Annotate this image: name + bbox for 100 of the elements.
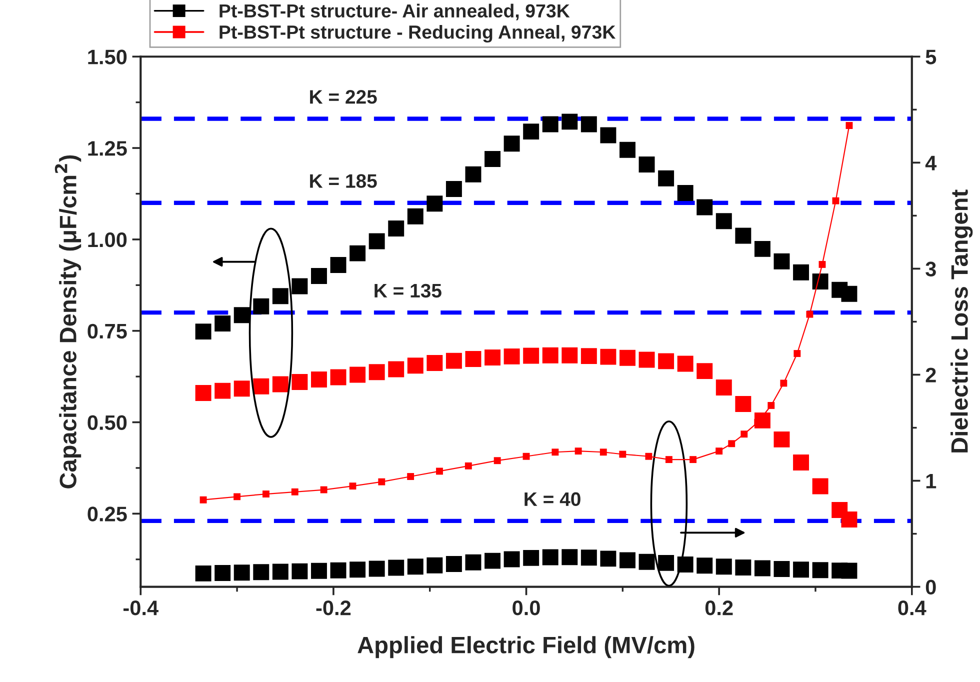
point xyxy=(446,352,462,369)
legend-label: Pt-BST-Pt structure - Reducing Anneal, 973K xyxy=(220,24,616,43)
point xyxy=(793,264,810,280)
point xyxy=(600,550,616,567)
point xyxy=(465,166,482,182)
point xyxy=(436,468,443,475)
x-tick-label: -0.2 xyxy=(316,600,351,616)
point xyxy=(426,355,443,372)
point xyxy=(645,452,652,460)
point xyxy=(552,448,559,456)
point xyxy=(812,478,828,494)
point xyxy=(253,298,270,314)
point xyxy=(562,347,578,364)
point xyxy=(658,554,674,571)
x-tick-label: -0.4 xyxy=(123,600,158,616)
point xyxy=(234,307,250,324)
y-tick-label: 0.75 xyxy=(88,324,127,339)
y2-tick-label: 2 xyxy=(926,368,936,382)
point xyxy=(349,482,356,490)
point xyxy=(806,310,814,318)
point xyxy=(446,556,462,572)
point xyxy=(465,554,482,570)
point xyxy=(620,552,636,568)
point xyxy=(774,560,790,577)
y2-tick-label: 5 xyxy=(926,50,936,64)
point xyxy=(195,385,212,401)
point xyxy=(812,562,828,578)
point xyxy=(580,116,597,132)
point xyxy=(696,558,713,574)
point xyxy=(484,552,501,569)
point xyxy=(407,358,424,374)
point xyxy=(677,556,694,573)
point xyxy=(407,208,424,224)
point xyxy=(350,366,366,383)
x-tick-label: 0.2 xyxy=(705,600,733,616)
point xyxy=(368,364,385,380)
point xyxy=(600,448,607,456)
point xyxy=(262,490,270,498)
point xyxy=(658,170,674,186)
point xyxy=(522,452,530,460)
point xyxy=(292,278,308,294)
point xyxy=(292,374,308,390)
point xyxy=(350,245,366,262)
point xyxy=(716,448,723,455)
point xyxy=(253,564,270,580)
point xyxy=(735,228,752,244)
point xyxy=(368,560,385,577)
point xyxy=(523,348,540,364)
point xyxy=(562,549,578,566)
point xyxy=(214,382,231,399)
point xyxy=(818,260,826,268)
point xyxy=(195,565,212,582)
y-tick-label: 1.00 xyxy=(88,232,127,248)
point xyxy=(523,124,540,140)
annotation: K = 185 xyxy=(310,174,377,188)
point xyxy=(504,136,520,152)
point xyxy=(542,549,558,566)
point xyxy=(214,565,231,581)
legend-label: Pt-BST-Pt structure- Air annealed, 973K xyxy=(220,4,570,20)
point xyxy=(234,564,250,581)
point xyxy=(542,347,558,364)
point xyxy=(600,127,616,144)
point xyxy=(523,550,540,566)
point xyxy=(716,558,732,575)
point xyxy=(272,564,288,580)
point xyxy=(638,352,655,368)
point xyxy=(690,456,697,464)
point xyxy=(291,488,298,496)
point xyxy=(620,142,636,158)
x-axis-title: Applied Electric Field (MV/cm) xyxy=(358,636,694,658)
point xyxy=(310,371,327,388)
point xyxy=(407,473,414,480)
point xyxy=(542,116,558,132)
point xyxy=(504,551,520,568)
point xyxy=(735,396,752,412)
y2-tick-label: 1 xyxy=(926,474,936,488)
point xyxy=(484,350,501,366)
point xyxy=(841,562,858,579)
point xyxy=(214,316,231,332)
y2-tick-label: 3 xyxy=(926,262,936,276)
point xyxy=(426,557,443,574)
annotation: K = 225 xyxy=(310,90,377,104)
point xyxy=(426,196,443,212)
point xyxy=(580,348,597,364)
point xyxy=(812,273,828,290)
point xyxy=(195,324,212,340)
point xyxy=(793,562,810,578)
point xyxy=(728,440,736,448)
y2-tick-label: 4 xyxy=(925,156,937,170)
point xyxy=(504,348,520,364)
point xyxy=(234,380,250,397)
point xyxy=(292,563,308,580)
point xyxy=(580,550,597,566)
point xyxy=(620,350,636,366)
point xyxy=(407,558,424,575)
point xyxy=(330,369,346,386)
point xyxy=(574,448,582,455)
point xyxy=(841,286,858,302)
point xyxy=(677,356,694,372)
point xyxy=(716,213,732,230)
